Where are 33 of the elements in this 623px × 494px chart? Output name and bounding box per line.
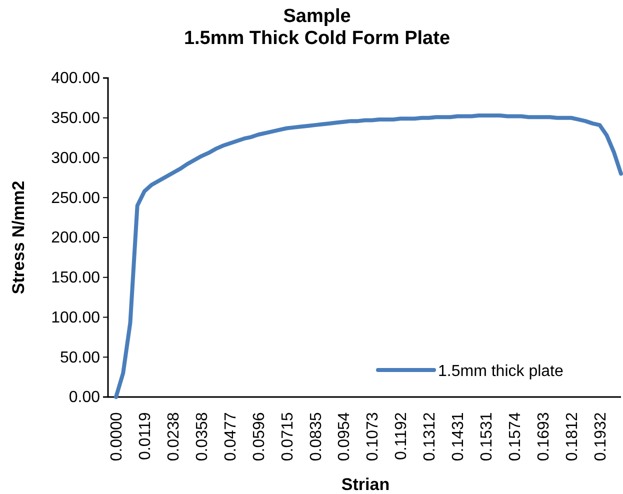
x-tick-label: 0.1812 (564, 412, 581, 462)
x-tick-label: 0.0477 (222, 412, 240, 462)
x-tick-label: 0.0119 (137, 412, 154, 460)
x-axis-title: Strian (341, 475, 390, 494)
y-tick-label: 350.00 (51, 110, 100, 127)
x-tick-label: 0.1192 (393, 412, 410, 460)
y-tick-label: 150.00 (51, 269, 100, 286)
x-tick-label: 0.0238 (166, 412, 182, 462)
x-tick-label: 0.1312 (422, 412, 439, 462)
y-tick-label: 200.00 (51, 230, 100, 247)
y-axis-title: Stress N/mm2 (9, 180, 28, 294)
y-tick-label: 250.00 (51, 190, 100, 207)
x-tick-label: 0.0715 (279, 412, 296, 462)
x-tick-label: 0.0835 (308, 412, 325, 462)
x-tick-label: 0.0000 (108, 412, 126, 462)
x-tick-label: 0.1531 (478, 412, 496, 462)
x-tick-label: 0.1693 (535, 412, 552, 462)
x-tick-label: 0.1073 (364, 412, 382, 462)
x-tick-label: 0.0954 (336, 412, 354, 462)
y-tick-label: 50.00 (60, 349, 100, 366)
y-tick-label: 100.00 (51, 309, 100, 326)
chart-subtitle: 1.5mm Thick Cold Form Plate (184, 28, 450, 49)
y-tick-label: 0.00 (68, 389, 100, 406)
x-tick-label: 0.1932 (592, 412, 610, 462)
x-tick-label: 0.1574 (506, 412, 524, 462)
y-tick-label: 300.00 (51, 150, 100, 167)
line-series (114, 113, 623, 399)
x-tick-label: 0.1431 (450, 412, 468, 462)
chart-title: Sample (283, 6, 351, 27)
legend-label: 1.5mm thick plate (438, 363, 564, 380)
x-tick-label: 0.0596 (250, 412, 268, 462)
y-tick-label: 400.00 (51, 70, 100, 88)
x-tick-label: 0.0358 (194, 412, 211, 462)
